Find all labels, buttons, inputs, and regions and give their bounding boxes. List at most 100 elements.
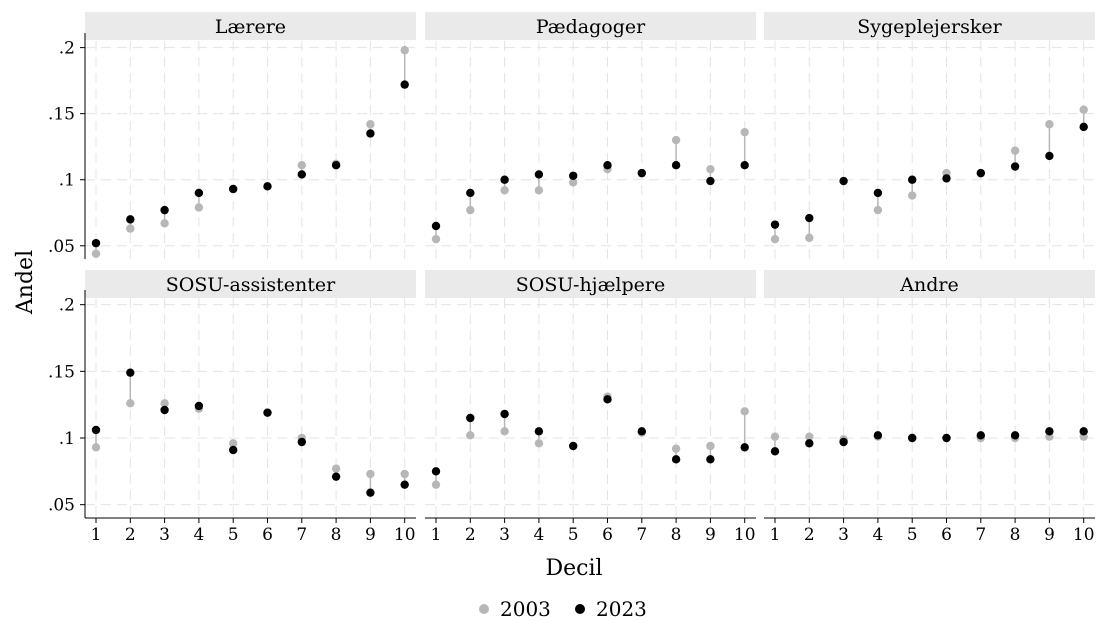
x-tick-label: 7 — [296, 525, 307, 545]
point-2023 — [942, 174, 951, 183]
x-tick-label: 10 — [734, 525, 756, 545]
x-tick-label: 2 — [465, 525, 476, 545]
point-2023 — [976, 431, 985, 440]
point-2003 — [534, 439, 544, 448]
point-2003 — [740, 127, 749, 137]
point-2023 — [331, 472, 341, 481]
point-2023 — [671, 160, 681, 170]
point-2003 — [740, 407, 749, 416]
point-2023 — [91, 238, 101, 248]
point-2003 — [297, 160, 306, 170]
point-2023 — [297, 437, 306, 447]
point-2023 — [637, 427, 646, 436]
point-2003 — [805, 432, 814, 441]
x-tick-label: 7 — [975, 525, 986, 545]
y-tick-label: .1 — [59, 171, 75, 191]
point-2003 — [1045, 120, 1054, 129]
y-tick-label: .05 — [48, 237, 75, 257]
point-2023 — [603, 395, 612, 404]
point-2003 — [366, 120, 375, 129]
x-tick-label: 4 — [193, 525, 204, 545]
x-tick-label: 9 — [1044, 525, 1055, 545]
point-2003 — [400, 469, 409, 479]
point-2023 — [671, 455, 681, 464]
point-2003 — [770, 432, 780, 441]
y-axis-label: Andel — [13, 250, 38, 315]
point-2023 — [431, 467, 441, 476]
x-tick-label: 2 — [804, 525, 815, 545]
legend: 2003 2023 — [479, 597, 647, 621]
x-tick-label: 8 — [671, 525, 682, 545]
x-tick-label: 8 — [331, 525, 342, 545]
panel-title: SOSU-hjælpere — [516, 274, 666, 296]
point-2003 — [770, 234, 780, 244]
y-tick-label: .05 — [48, 496, 75, 516]
point-2023 — [1045, 151, 1054, 161]
y-tick-label: .15 — [48, 105, 75, 125]
point-2003 — [908, 191, 917, 200]
point-2003 — [400, 46, 409, 55]
x-tick-label: 3 — [499, 525, 510, 545]
point-2003 — [500, 186, 509, 195]
point-2023 — [740, 160, 749, 170]
point-2023 — [297, 170, 306, 179]
point-2003 — [160, 399, 169, 408]
point-2023 — [805, 213, 814, 223]
point-2003 — [706, 164, 715, 174]
legend-marker-2003 — [479, 604, 489, 614]
point-2003 — [873, 205, 883, 215]
point-2003 — [160, 219, 169, 228]
point-2003 — [229, 439, 238, 448]
point-2023 — [569, 171, 578, 180]
x-tick-label: 1 — [770, 525, 781, 545]
panel-4: SOSU-assistenter .05 .1 .15 .2 1 2 3 4 5 6 7 8 9 10 — [48, 270, 416, 545]
x-tick-label: 6 — [602, 525, 613, 545]
x-tick-label: 3 — [838, 525, 849, 545]
point-2003 — [671, 135, 681, 145]
point-2003 — [126, 399, 135, 408]
x-tick-label: 9 — [365, 525, 376, 545]
panel-title: Sygeplejersker — [857, 16, 1002, 38]
point-2003 — [91, 249, 101, 258]
point-2023 — [366, 488, 375, 497]
point-2003 — [534, 186, 544, 195]
panel-6: Andre 1 2 3 4 5 6 7 8 9 10 — [764, 270, 1095, 545]
point-2023 — [1010, 431, 1020, 440]
point-2003 — [500, 427, 509, 436]
point-2003 — [194, 203, 204, 212]
panel-title: Lærere — [215, 16, 286, 38]
point-2023 — [194, 401, 204, 411]
point-2003 — [431, 234, 441, 244]
panel-grid: Lærere .05 .1 .15 .2 Pædagoger Sygeplejersker S… — [48, 12, 1095, 545]
point-2023 — [603, 160, 612, 170]
panel-strip — [764, 12, 1095, 40]
x-tick-label: 4 — [872, 525, 883, 545]
point-2023 — [400, 480, 409, 489]
y-tick-label: .2 — [59, 39, 75, 59]
x-tick-label: 10 — [1073, 525, 1095, 545]
point-2003 — [331, 464, 341, 473]
point-2023 — [431, 221, 441, 231]
point-2023 — [229, 184, 238, 194]
x-tick-label: 6 — [941, 525, 952, 545]
point-2023 — [873, 188, 883, 198]
point-2023 — [160, 405, 169, 415]
x-tick-label: 5 — [907, 525, 918, 545]
point-2023 — [873, 431, 883, 440]
point-2023 — [229, 445, 238, 455]
point-2003 — [671, 444, 681, 453]
panel-2: Pædagoger — [425, 12, 756, 259]
point-2003 — [126, 224, 135, 233]
point-2003 — [1079, 105, 1088, 114]
point-2023 — [534, 427, 544, 436]
x-tick-label: 2 — [125, 525, 136, 545]
point-2023 — [569, 441, 578, 451]
panel-strip — [85, 12, 416, 40]
x-tick-label: 6 — [262, 525, 273, 545]
point-2003 — [431, 480, 441, 489]
point-2023 — [331, 160, 341, 170]
x-axis-label: Decil — [545, 556, 602, 581]
point-2023 — [194, 188, 204, 198]
x-tick-label: 8 — [1010, 525, 1021, 545]
